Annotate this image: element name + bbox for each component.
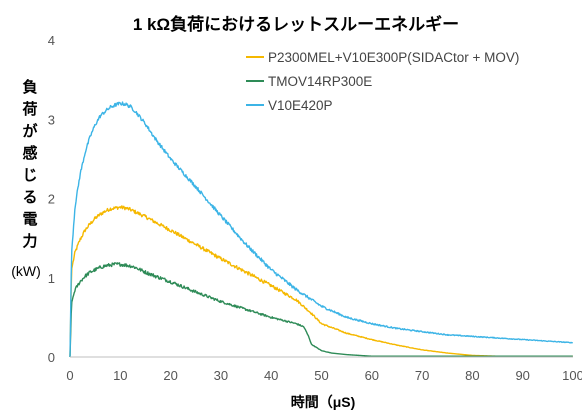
y-axis-unit: (kW) xyxy=(11,263,41,279)
x-axis-ticks: 0 10 20 30 40 50 60 70 80 90 100 xyxy=(66,368,582,383)
y-tick-label: 2 xyxy=(48,192,55,207)
x-tick-label: 0 xyxy=(66,368,73,383)
y-axis-label-char: る xyxy=(22,189,37,206)
x-tick-label: 10 xyxy=(113,368,127,383)
legend-entry: TMOV14RP300E xyxy=(268,74,372,89)
y-axis-ticks: 0 1 2 3 4 xyxy=(48,33,55,365)
y-tick-label: 0 xyxy=(48,350,55,365)
plot-area: 0 10 20 30 40 50 60 70 80 90 100 0 1 2 3 4 xyxy=(48,33,582,383)
series-line-1 xyxy=(69,205,573,358)
legend-entry: V10E420P xyxy=(268,98,333,113)
y-tick-label: 3 xyxy=(48,112,55,127)
x-tick-label: 40 xyxy=(264,368,278,383)
y-tick-label: 1 xyxy=(48,271,55,286)
y-axis-label-char: 電 xyxy=(22,211,37,228)
y-axis-label-char: 荷 xyxy=(22,100,37,118)
x-tick-label: 20 xyxy=(163,368,177,383)
x-tick-label: 70 xyxy=(415,368,429,383)
x-axis-label: 時間（μS) xyxy=(291,394,356,410)
y-axis-label-char: が xyxy=(22,122,38,140)
x-tick-label: 50 xyxy=(314,368,328,383)
x-tick-label: 80 xyxy=(465,368,479,383)
y-axis-label-char: 負 xyxy=(22,78,37,96)
y-axis-label-char: 感 xyxy=(22,144,37,162)
legend: P2300MEL+V10E300P(SIDACtor + MOV) TMOV14R… xyxy=(246,50,519,113)
y-axis-label-char: じ xyxy=(22,167,37,184)
y-tick-label: 4 xyxy=(48,33,55,48)
x-tick-label: 30 xyxy=(214,368,228,383)
series-line-3 xyxy=(69,101,573,358)
x-tick-label: 60 xyxy=(365,368,379,383)
x-tick-label: 90 xyxy=(515,368,529,383)
y-axis-label-char: 力 xyxy=(22,232,37,250)
series-line-2 xyxy=(69,262,573,358)
chart-title: 1 kΩ負荷におけるレットスルーエネルギー xyxy=(133,14,459,34)
legend-entry: P2300MEL+V10E300P(SIDACtor + MOV) xyxy=(268,50,519,65)
x-tick-label: 100 xyxy=(562,368,582,383)
